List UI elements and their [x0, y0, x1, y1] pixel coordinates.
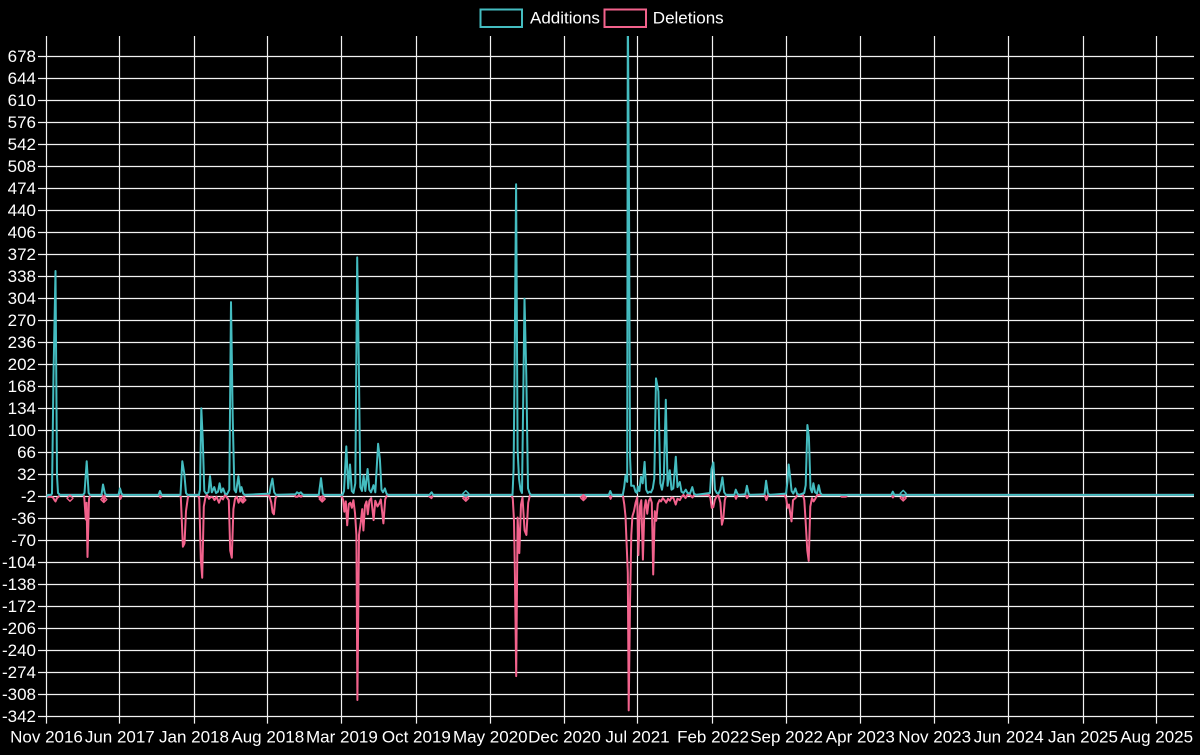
svg-text:-138: -138: [2, 575, 36, 594]
svg-text:-104: -104: [2, 553, 36, 572]
svg-text:-308: -308: [2, 685, 36, 704]
svg-text:644: 644: [8, 69, 36, 88]
svg-text:-172: -172: [2, 597, 36, 616]
svg-text:Apr 2023: Apr 2023: [826, 728, 895, 747]
svg-text:Jun 2024: Jun 2024: [974, 728, 1044, 747]
svg-text:440: 440: [8, 201, 36, 220]
svg-text:Nov 2016: Nov 2016: [10, 728, 83, 747]
svg-text:Jan 2018: Jan 2018: [159, 728, 229, 747]
svg-text:Oct 2019: Oct 2019: [382, 728, 451, 747]
svg-text:-206: -206: [2, 619, 36, 638]
svg-text:202: 202: [8, 355, 36, 374]
svg-text:Feb 2022: Feb 2022: [677, 728, 749, 747]
svg-text:-274: -274: [2, 663, 36, 682]
svg-text:474: 474: [8, 179, 36, 198]
svg-text:372: 372: [8, 245, 36, 264]
svg-text:-36: -36: [11, 509, 36, 528]
svg-text:304: 304: [8, 289, 36, 308]
svg-text:Jun 2017: Jun 2017: [85, 728, 155, 747]
svg-text:Mar 2019: Mar 2019: [306, 728, 378, 747]
svg-text:542: 542: [8, 135, 36, 154]
svg-text:270: 270: [8, 311, 36, 330]
svg-text:Aug 2018: Aug 2018: [231, 728, 304, 747]
svg-text:134: 134: [8, 399, 36, 418]
svg-text:Jul 2021: Jul 2021: [605, 728, 669, 747]
svg-text:100: 100: [8, 421, 36, 440]
svg-text:-70: -70: [11, 531, 36, 550]
svg-text:236: 236: [8, 333, 36, 352]
svg-text:168: 168: [8, 377, 36, 396]
svg-text:338: 338: [8, 267, 36, 286]
svg-text:-240: -240: [2, 641, 36, 660]
svg-text:Nov 2023: Nov 2023: [898, 728, 971, 747]
svg-text:May 2020: May 2020: [453, 728, 528, 747]
svg-text:Aug 2025: Aug 2025: [1120, 728, 1193, 747]
svg-text:610: 610: [8, 91, 36, 110]
svg-text:Dec 2020: Dec 2020: [528, 728, 601, 747]
svg-text:Deletions: Deletions: [653, 9, 724, 28]
svg-text:508: 508: [8, 157, 36, 176]
svg-text:-342: -342: [2, 707, 36, 726]
svg-text:-2: -2: [21, 487, 36, 506]
svg-text:678: 678: [8, 47, 36, 66]
svg-text:32: 32: [17, 465, 36, 484]
svg-text:576: 576: [8, 113, 36, 132]
svg-text:Jan 2025: Jan 2025: [1048, 728, 1118, 747]
svg-text:Sep 2022: Sep 2022: [750, 728, 823, 747]
svg-text:406: 406: [8, 223, 36, 242]
svg-text:Additions: Additions: [530, 9, 600, 28]
svg-text:66: 66: [17, 443, 36, 462]
